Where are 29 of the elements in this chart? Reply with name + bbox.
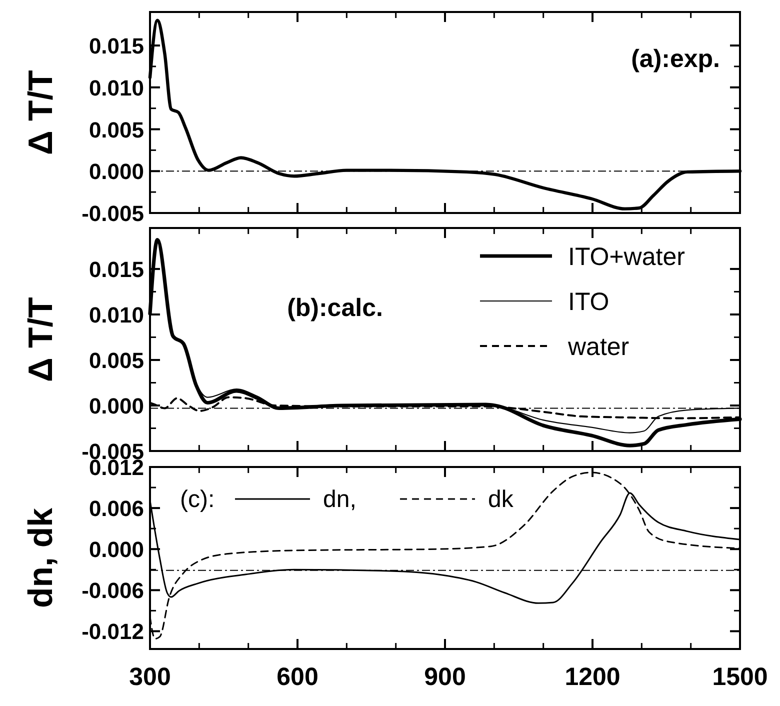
- x-tick-label: 1200: [564, 663, 620, 691]
- annotation: (b):calc.: [287, 294, 383, 322]
- y-tick-label: 0.015: [88, 256, 144, 282]
- y-axis-title: Δ T/T: [22, 296, 60, 382]
- legend-label: dk: [488, 486, 514, 513]
- y-tick-label: 0.006: [88, 496, 144, 522]
- x-tick-label: 1500: [712, 663, 768, 691]
- legend-label: water: [567, 333, 630, 361]
- y-tick-label: 0.000: [88, 393, 144, 418]
- y-tick-label: 0.000: [88, 537, 144, 562]
- y-axis-title: dn, dk: [22, 508, 60, 608]
- y-tick-label: -0.012: [82, 619, 144, 644]
- y-tick-label: 0.005: [88, 117, 144, 142]
- y-tick-label: 0.005: [88, 348, 144, 373]
- x-tick-label: 600: [276, 663, 318, 691]
- y-tick-label: 0.015: [88, 34, 144, 58]
- y-axis-title: Δ T/T: [22, 70, 60, 155]
- y-tick-label: -0.006: [82, 578, 144, 604]
- y-tick-label: -0.005: [82, 201, 144, 226]
- y-tick-label: 0.000: [88, 159, 144, 184]
- y-tick-label: 0.010: [88, 75, 144, 100]
- y-tick-label: 0.010: [88, 302, 144, 328]
- annotation: (a):exp.: [631, 45, 720, 73]
- legend-label: ITO+water: [568, 243, 685, 271]
- legend-label: ITO: [568, 288, 610, 316]
- x-tick-label: 900: [424, 663, 466, 691]
- x-tick-label: 300: [129, 663, 171, 691]
- legend-title: (c):: [180, 486, 215, 513]
- legend-label: dn,: [323, 486, 356, 513]
